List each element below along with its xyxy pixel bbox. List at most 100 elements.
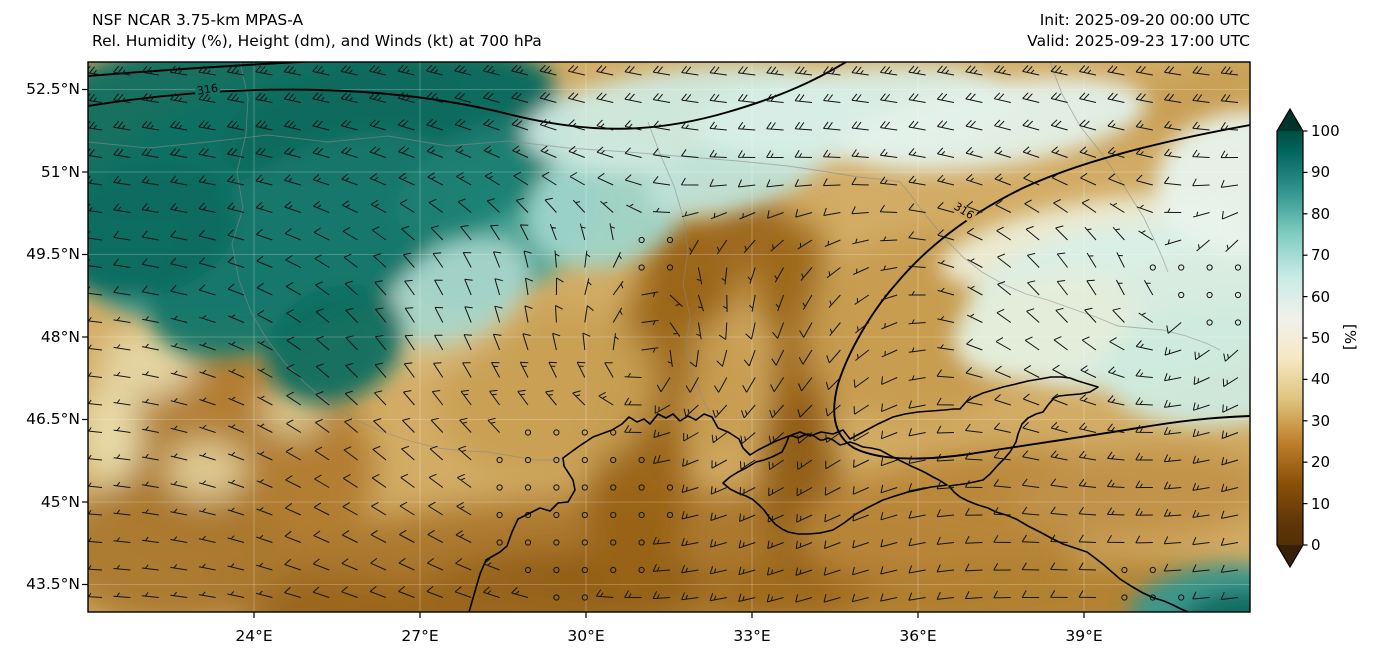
calm-wind-circle (638, 566, 645, 574)
calm-wind-circle (638, 511, 645, 519)
calm-wind-circle (610, 539, 617, 546)
colorbar-tick-label: 80 (1311, 205, 1331, 223)
calm-wind-circle (1234, 264, 1242, 271)
calm-wind-circle (666, 511, 674, 519)
init-time: Init: 2025-09-20 00:00 UTC (1039, 11, 1250, 29)
coastline (468, 376, 1189, 612)
model-title: NSF NCAR 3.75-km MPAS-A (92, 11, 304, 29)
colorbar-tick-label: 70 (1311, 246, 1331, 264)
calm-wind-circle (524, 429, 532, 436)
calm-wind-circle (1206, 291, 1213, 299)
colorbar-tick-label: 30 (1311, 412, 1331, 430)
calm-wind-circle (1178, 594, 1185, 601)
x-axis-tick-label: 30°E (567, 627, 605, 645)
calm-wind-circle (496, 511, 503, 519)
calm-wind-circle (553, 484, 560, 491)
calm-wind-circle (1206, 319, 1213, 326)
y-axis-tick-label: 46.5°N (26, 410, 80, 428)
y-axis-tick-label: 51°N (40, 163, 80, 181)
calm-wind-circle (638, 236, 645, 244)
calm-wind-circle (496, 484, 503, 491)
colorbar-tick-label: 10 (1311, 495, 1331, 513)
calm-wind-circle (581, 456, 588, 464)
calm-wind-circle (1149, 264, 1156, 271)
calm-wind-circle (1234, 319, 1242, 326)
colorbar-extend-under (1277, 545, 1303, 567)
valid-time: Valid: 2025-09-23 17:00 UTC (1027, 32, 1250, 50)
calm-wind-circle (610, 566, 617, 574)
border-line (88, 134, 1221, 351)
colorbar-unit-label: [%] (1341, 324, 1359, 350)
y-axis-tick-label: 49.5°N (26, 245, 80, 263)
calm-wind-circle (553, 429, 560, 436)
colorbar-tick-label: 90 (1311, 163, 1331, 181)
plot-title: Rel. Humidity (%), Height (dm), and Wind… (92, 32, 542, 50)
calm-wind-circle (1149, 566, 1156, 574)
colorbar-tick-label: 20 (1311, 453, 1331, 471)
calm-wind-circle (524, 456, 532, 464)
calm-wind-circle (524, 566, 532, 574)
calm-wind-circle (638, 264, 645, 271)
x-axis-tick-label: 27°E (401, 627, 439, 645)
calm-wind-circle (496, 456, 503, 464)
calm-wind-circle (553, 511, 560, 519)
calm-wind-circle (666, 264, 674, 271)
calm-wind-circle (610, 484, 617, 491)
calm-wind-circle (1178, 264, 1185, 271)
y-axis-tick-label: 45°N (40, 493, 80, 511)
colorbar-extend-over (1277, 109, 1303, 131)
colorbar-tick-label: 40 (1311, 370, 1331, 388)
calm-wind-circle (581, 594, 588, 601)
calm-wind-circle (581, 429, 588, 436)
colorbar-tick-label: 100 (1311, 122, 1340, 140)
x-axis-tick-label: 36°E (899, 627, 937, 645)
calm-wind-circle (666, 484, 674, 491)
x-axis-tick-label: 24°E (235, 627, 273, 645)
calm-wind-circle (524, 511, 532, 519)
calm-wind-circle (610, 456, 617, 464)
rh-moist-regions (88, 62, 1250, 612)
calm-wind-circle (553, 566, 560, 574)
x-axis-tick-label: 33°E (733, 627, 771, 645)
y-axis-tick-label: 52.5°N (26, 80, 80, 98)
calm-wind-circle (1149, 594, 1156, 601)
calm-wind-circle (1206, 264, 1213, 271)
calm-wind-circle (581, 539, 588, 546)
height-contour (88, 62, 320, 77)
border-line (647, 121, 713, 418)
calm-wind-circle (638, 539, 645, 546)
colorbar-tick-label: 60 (1311, 288, 1331, 306)
calm-wind-circle (610, 511, 617, 519)
calm-wind-circle (553, 539, 560, 546)
rh-dry-regions (88, 62, 1250, 612)
colorbar (1276, 107, 1308, 569)
calm-wind-circle (1121, 594, 1128, 601)
calm-wind-circle (1178, 291, 1185, 299)
calm-wind-circle (581, 566, 588, 574)
calm-wind-circle (1234, 291, 1242, 299)
calm-wind-circle (553, 456, 560, 464)
x-axis-tick-label: 39°E (1065, 627, 1103, 645)
calm-wind-circle (666, 236, 674, 244)
border-line (1049, 62, 1169, 273)
coastline (722, 433, 948, 535)
colorbar-tick-label: 50 (1311, 329, 1331, 347)
calm-wind-circle (496, 539, 503, 546)
calm-wind-circle (638, 456, 645, 464)
calm-wind-circle (524, 484, 532, 491)
calm-wind-circle (581, 484, 588, 491)
y-axis-tick-label: 48°N (40, 328, 80, 346)
calm-wind-circle (610, 429, 617, 436)
calm-wind-circle (553, 594, 560, 601)
colorbar-tick-label: 0 (1311, 536, 1321, 554)
wind-barbs (88, 64, 1239, 603)
calm-wind-circle (1121, 566, 1128, 574)
calm-wind-circle (581, 511, 588, 519)
calm-wind-circle (524, 539, 532, 546)
y-axis-tick-label: 43.5°N (26, 575, 80, 593)
calm-wind-circle (638, 484, 645, 491)
